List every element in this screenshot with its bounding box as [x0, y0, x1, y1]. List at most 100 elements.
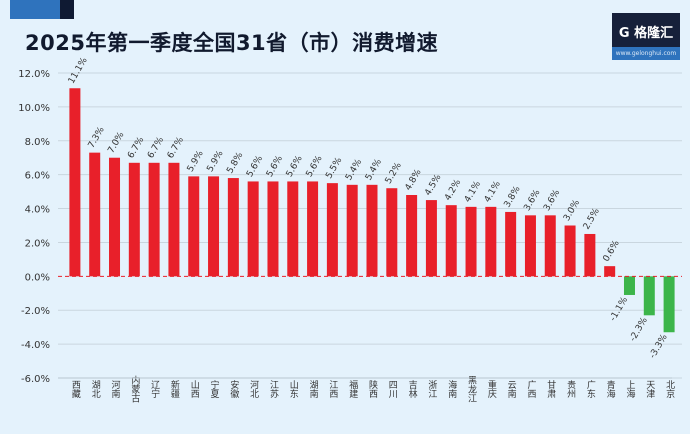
x-tick-label: 黑龙江	[466, 375, 477, 403]
bar	[445, 205, 457, 277]
x-tick-label: 北京	[664, 380, 675, 399]
data-label: 5.9%	[205, 149, 225, 174]
chart-title: 2025年第一季度全国31省（市）消费增速	[25, 31, 439, 55]
x-tick-label: 天津	[644, 380, 655, 399]
bar	[465, 206, 477, 277]
x-tick-label: 新疆	[169, 379, 180, 399]
data-label: 2.5%	[582, 206, 602, 231]
header-accent-blue	[10, 0, 60, 19]
x-tick-label: 上海	[624, 380, 635, 399]
x-tick-label: 吉林	[407, 380, 418, 399]
data-label: 3.8%	[503, 184, 523, 209]
data-label: 5.8%	[225, 150, 245, 175]
bar	[524, 215, 536, 277]
x-tick-label: 浙江	[426, 379, 437, 399]
y-tick-label: 10.0%	[18, 103, 50, 114]
bar	[663, 276, 675, 333]
x-tick-label: 内蒙古	[129, 374, 140, 403]
y-tick-label: 8.0%	[25, 137, 50, 148]
x-tick-label: 甘肃	[545, 379, 556, 399]
data-label: 4.1%	[463, 179, 483, 204]
x-tick-label: 广西	[525, 379, 536, 399]
bar	[564, 225, 576, 277]
x-tick-label: 湖北	[90, 380, 101, 399]
x-tick-label: 安徽	[228, 379, 239, 399]
data-label: 5.4%	[364, 157, 384, 182]
bar	[227, 178, 239, 277]
x-tick-label: 江苏	[268, 380, 279, 399]
bar	[643, 276, 655, 316]
bar	[326, 183, 338, 277]
x-tick-label: 湖南	[308, 380, 319, 398]
x-tick-label: 辽宁	[149, 380, 160, 398]
bar	[109, 157, 121, 277]
y-tick-label: 0.0%	[25, 272, 50, 283]
logo-url: www.gelonghui.com	[612, 47, 680, 60]
bar	[386, 188, 398, 277]
data-label: 11.1%	[67, 56, 90, 86]
data-label: -1.1%	[608, 295, 630, 323]
y-tick-label: -2.0%	[21, 306, 50, 317]
bar	[584, 233, 596, 277]
data-label: 5.5%	[324, 155, 344, 180]
bar	[346, 184, 358, 277]
bar	[406, 195, 418, 277]
x-tick-label: 福建	[347, 379, 358, 399]
bar	[604, 266, 616, 277]
data-label: 5.9%	[186, 149, 206, 174]
bar	[366, 184, 378, 277]
data-label: 6.7%	[166, 135, 186, 160]
y-tick-label: 2.0%	[25, 238, 50, 249]
bar	[307, 181, 319, 277]
header-accent-dark	[60, 0, 74, 19]
data-label: 7.0%	[106, 130, 126, 155]
bar	[69, 88, 81, 277]
x-tick-label: 河北	[248, 379, 259, 399]
bar	[623, 276, 635, 295]
data-label: -3.3%	[648, 332, 670, 360]
bar	[188, 176, 200, 277]
x-tick-label: 贵州	[565, 379, 576, 398]
bar	[168, 162, 180, 277]
bar	[128, 162, 140, 277]
data-label: 5.4%	[344, 157, 364, 182]
bar	[544, 215, 556, 277]
y-tick-label: -6.0%	[21, 374, 50, 385]
bar	[505, 211, 517, 277]
x-tick-label: 海南	[446, 379, 457, 398]
y-tick-label: 6.0%	[25, 171, 50, 182]
bar	[485, 206, 497, 277]
data-label: 4.8%	[404, 167, 424, 192]
bar	[247, 181, 259, 277]
data-label: 7.3%	[87, 125, 107, 150]
y-tick-label: -4.0%	[21, 340, 50, 351]
x-tick-label: 广东	[585, 379, 596, 398]
x-tick-label: 山西	[189, 380, 200, 399]
data-label: 6.7%	[126, 135, 146, 160]
brand-logo: G 格隆汇 www.gelonghui.com	[612, 13, 680, 60]
data-label: -2.3%	[628, 315, 650, 343]
bar	[425, 200, 437, 277]
bar	[287, 181, 299, 277]
bar	[89, 152, 101, 277]
x-tick-label: 河南	[110, 379, 121, 398]
bar	[208, 176, 220, 277]
x-tick-label: 四川	[387, 380, 398, 398]
bar	[267, 181, 279, 277]
data-label: 4.1%	[483, 179, 503, 204]
x-tick-label: 青海	[605, 379, 616, 399]
x-tick-label: 重庆	[486, 379, 497, 399]
data-label: 4.2%	[443, 177, 463, 202]
x-tick-label: 江西	[327, 380, 338, 399]
x-tick-label: 山东	[288, 380, 299, 398]
y-tick-label: 4.0%	[25, 205, 50, 216]
x-tick-label: 云南	[506, 380, 516, 398]
data-label: 6.7%	[146, 135, 166, 160]
data-label: 3.0%	[562, 198, 582, 223]
x-tick-label: 陕西	[367, 379, 378, 399]
data-label: 5.2%	[384, 161, 404, 186]
bar	[148, 162, 160, 277]
y-tick-label: 12.0%	[18, 69, 50, 80]
x-tick-label: 西藏	[70, 380, 81, 399]
